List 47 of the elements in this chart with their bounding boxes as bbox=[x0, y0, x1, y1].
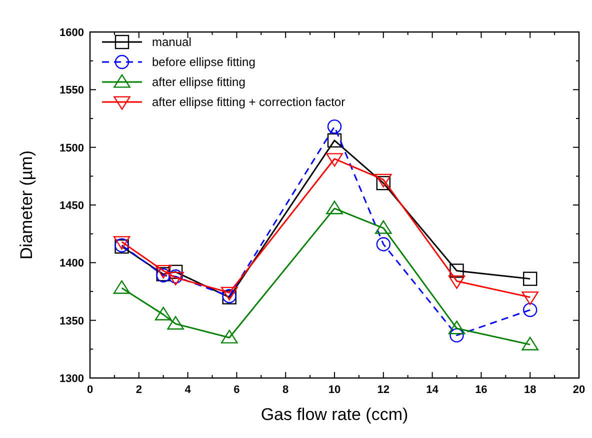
point bbox=[450, 264, 464, 278]
x-tick-label: 8 bbox=[282, 384, 289, 396]
point bbox=[522, 291, 538, 306]
legend-label: before ellipse fitting bbox=[152, 55, 256, 69]
point bbox=[523, 302, 538, 318]
point bbox=[375, 174, 392, 188]
point bbox=[220, 330, 238, 344]
point bbox=[450, 328, 464, 342]
y-tick-label: 1500 bbox=[60, 142, 84, 154]
y-axis-title: Diameter (µm) bbox=[17, 150, 36, 260]
point bbox=[376, 176, 390, 190]
point bbox=[154, 264, 172, 278]
x-tick-label: 4 bbox=[184, 384, 192, 396]
legend-label: manual bbox=[152, 35, 192, 49]
point bbox=[113, 236, 130, 250]
x-tick-label: 16 bbox=[475, 384, 488, 396]
y-tick-label: 1300 bbox=[60, 373, 84, 385]
y-tick-label: 1550 bbox=[60, 84, 84, 97]
x-tick-label: 0 bbox=[86, 384, 94, 396]
legend-label: after ellipse fitting + correction factor bbox=[152, 95, 346, 109]
point bbox=[522, 336, 538, 350]
point bbox=[523, 272, 538, 286]
x-axis-title: Gas flow rate (ccm) bbox=[260, 405, 408, 424]
point bbox=[375, 220, 392, 234]
x-tick-label: 2 bbox=[136, 384, 142, 396]
point bbox=[167, 316, 184, 330]
point bbox=[327, 133, 342, 148]
x-tick-label: 6 bbox=[234, 384, 240, 396]
x-tick-label: 12 bbox=[377, 384, 390, 396]
point bbox=[448, 275, 466, 289]
x-tick-label: 10 bbox=[328, 384, 341, 396]
legend-label: after ellipse fitting bbox=[152, 75, 246, 89]
point bbox=[448, 320, 466, 334]
x-tick-label: 20 bbox=[572, 384, 586, 396]
point bbox=[113, 280, 130, 294]
point bbox=[326, 153, 343, 167]
y-tick-label: 1400 bbox=[60, 258, 84, 270]
y-tick-label: 1350 bbox=[60, 315, 84, 328]
point bbox=[154, 306, 172, 320]
x-tick-label: 18 bbox=[524, 384, 536, 396]
point bbox=[376, 237, 390, 252]
y-tick-label: 1600 bbox=[60, 27, 84, 39]
y-tick-label: 1450 bbox=[60, 200, 84, 212]
point bbox=[327, 119, 342, 134]
point bbox=[326, 200, 343, 214]
point bbox=[220, 286, 238, 300]
x-tick-label: 14 bbox=[426, 384, 440, 396]
